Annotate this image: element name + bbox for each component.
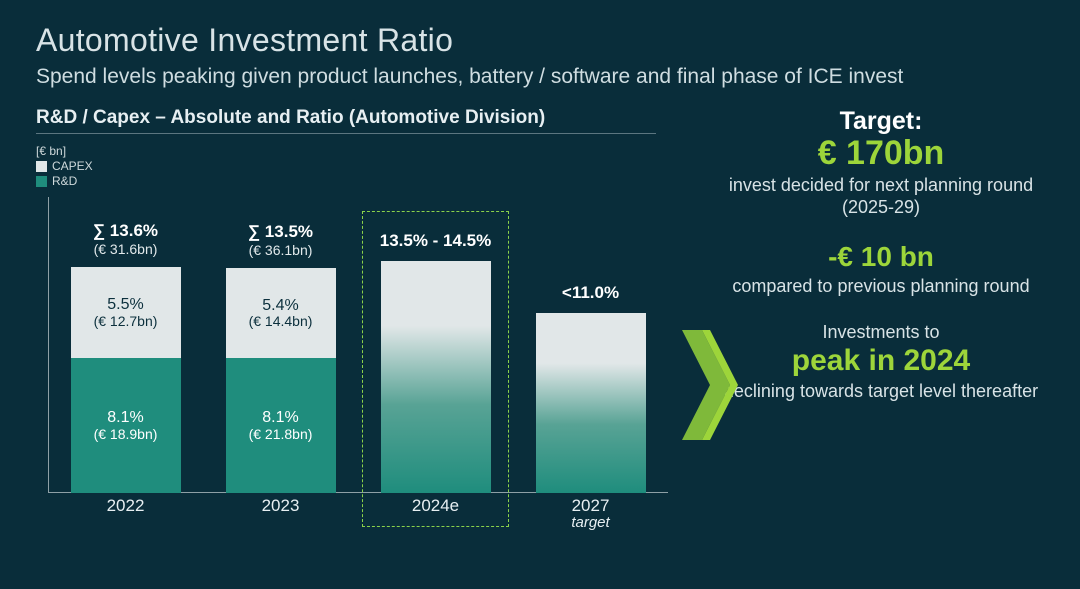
target-value: € 170bn (712, 136, 1050, 172)
delta-value: -€ 10 bn (712, 241, 1050, 273)
legend-capex: CAPEX (36, 159, 696, 174)
chevron-right-icon (682, 330, 738, 440)
chart-rule (36, 133, 656, 134)
forecast-segment (536, 313, 646, 493)
delta-desc: compared to previous planning round (712, 275, 1050, 298)
peak-headline: peak in 2024 (712, 344, 1050, 378)
rd-pct: 8.1% (262, 409, 298, 427)
rd-amount: (€ 21.8bn) (249, 427, 313, 442)
capex-pct: 5.5% (107, 296, 143, 314)
peak-tail: declining towards target level thereafte… (712, 380, 1050, 403)
bar-slot: ∑ 13.6%(€ 31.6bn)5.5%(€ 12.7bn)8.1%(€ 18… (48, 197, 203, 493)
rd-pct: 8.1% (107, 409, 143, 427)
bar-slot: <11.0% (513, 197, 668, 493)
x-axis-sublabel: target (513, 514, 668, 531)
chart-legend: [€ bn] CAPEX R&D (36, 144, 696, 189)
bar-total-amount: (€ 36.1bn) (201, 242, 361, 258)
bar-total-pct: ∑ 13.5% (201, 222, 361, 242)
legend-rd: R&D (36, 174, 696, 189)
legend-rd-swatch (36, 176, 47, 187)
x-axis-label: 2027target (513, 496, 668, 531)
capex-amount: (€ 14.4bn) (249, 314, 313, 329)
x-axis-label: 2022 (48, 496, 203, 531)
bars-area: ∑ 13.6%(€ 31.6bn)5.5%(€ 12.7bn)8.1%(€ 18… (48, 197, 668, 493)
legend-capex-label: CAPEX (52, 159, 93, 174)
bar-total-amount: (€ 31.6bn) (46, 241, 206, 257)
capex-segment: 5.4%(€ 14.4bn) (226, 268, 336, 358)
bar-total-label: ∑ 13.6%(€ 31.6bn) (46, 221, 206, 257)
chart-plot: ∑ 13.6%(€ 31.6bn)5.5%(€ 12.7bn)8.1%(€ 18… (48, 197, 688, 527)
x-labels: 202220232024e2027target (48, 496, 668, 531)
page-subtitle: Spend levels peaking given product launc… (36, 65, 1050, 89)
capex-amount: (€ 12.7bn) (94, 314, 158, 329)
highlight-box (362, 211, 509, 527)
target-label: Target: (712, 107, 1050, 136)
rd-amount: (€ 18.9bn) (94, 427, 158, 442)
target-desc: invest decided for next planning round (… (712, 174, 1050, 219)
bar-total-label: <11.0% (511, 283, 671, 303)
legend-unit: [€ bn] (36, 144, 696, 159)
chart-title: R&D / Capex – Absolute and Ratio (Automo… (36, 107, 696, 129)
bar-total-pct: ∑ 13.6% (46, 221, 206, 241)
bar-total-label: ∑ 13.5%(€ 36.1bn) (201, 222, 361, 258)
bar-total-pct: <11.0% (511, 283, 671, 303)
rd-segment: 8.1%(€ 21.8bn) (226, 358, 336, 493)
legend-rd-label: R&D (52, 174, 77, 189)
capex-segment: 5.5%(€ 12.7bn) (71, 267, 181, 358)
bar: ∑ 13.5%(€ 36.1bn)5.4%(€ 14.4bn)8.1%(€ 21… (226, 268, 336, 493)
bar: <11.0% (536, 313, 646, 493)
summary-panel: Target: € 170bn invest decided for next … (696, 107, 1050, 527)
chart-panel: R&D / Capex – Absolute and Ratio (Automo… (36, 107, 696, 527)
peak-lead: Investments to (712, 321, 1050, 344)
bar: ∑ 13.6%(€ 31.6bn)5.5%(€ 12.7bn)8.1%(€ 18… (71, 267, 181, 493)
rd-segment: 8.1%(€ 18.9bn) (71, 358, 181, 493)
x-axis-label: 2023 (203, 496, 358, 531)
capex-pct: 5.4% (262, 297, 298, 315)
bar-slot: ∑ 13.5%(€ 36.1bn)5.4%(€ 14.4bn)8.1%(€ 21… (203, 197, 358, 493)
legend-capex-swatch (36, 161, 47, 172)
page-title: Automotive Investment Ratio (36, 22, 1050, 59)
